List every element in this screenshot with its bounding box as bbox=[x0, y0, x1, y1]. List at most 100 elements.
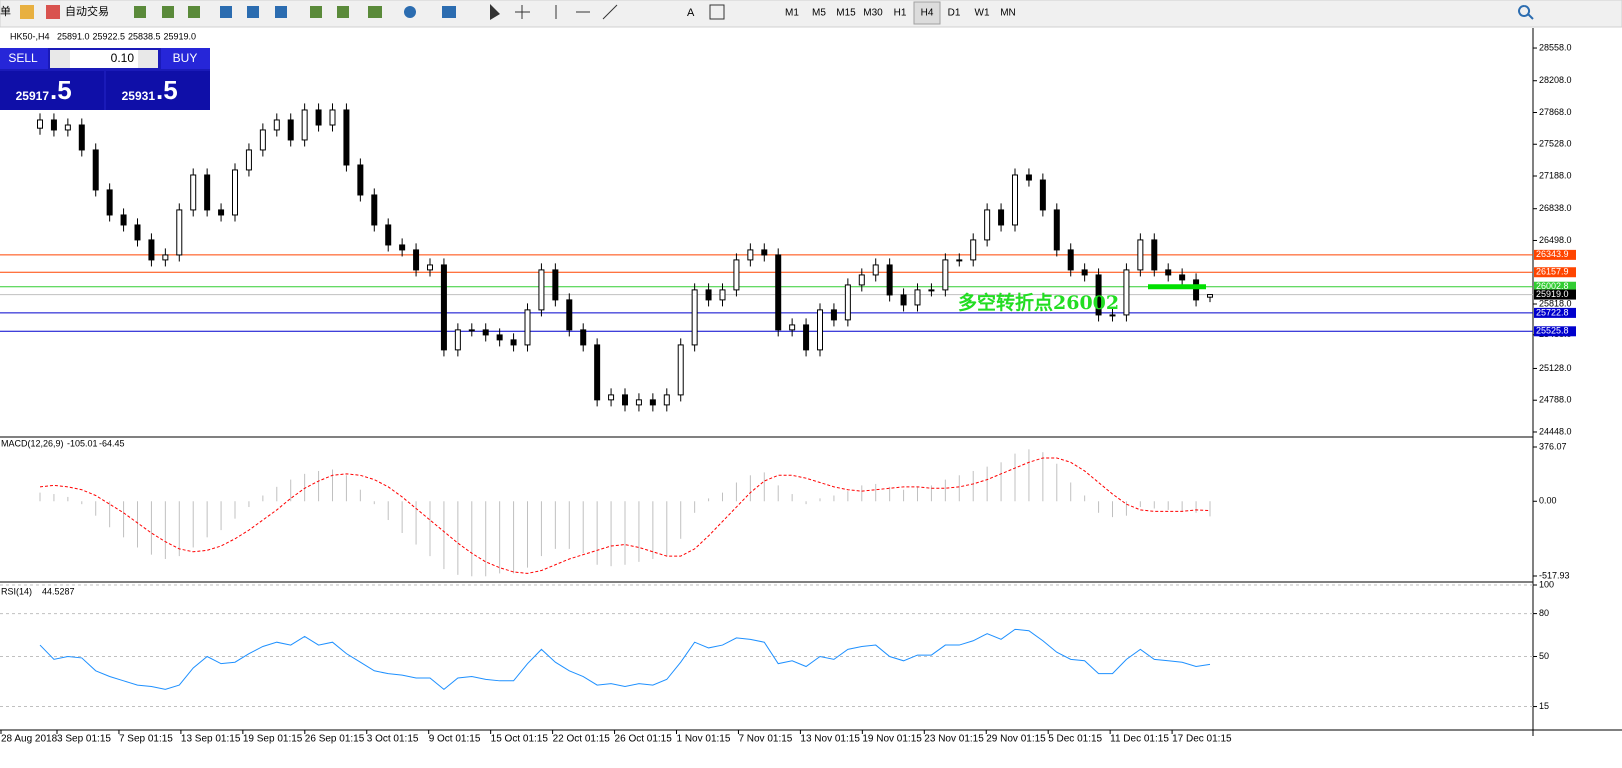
candle-body bbox=[357, 164, 364, 196]
cursor-icon[interactable] bbox=[490, 4, 500, 20]
level-tag bbox=[1534, 249, 1576, 260]
icon[interactable] bbox=[442, 6, 456, 18]
candle-body bbox=[635, 399, 642, 406]
time-label: 11 Dec 01:15 bbox=[1110, 734, 1169, 745]
candle-body bbox=[454, 329, 461, 351]
icon[interactable] bbox=[404, 6, 416, 18]
timeframe[interactable]: M1 bbox=[785, 8, 799, 19]
ask-box[interactable] bbox=[106, 71, 210, 110]
candle-body bbox=[1165, 269, 1172, 276]
y-tick-label: 26838.0 bbox=[1539, 203, 1572, 213]
timeframe[interactable]: H4 bbox=[921, 8, 934, 19]
level-tag bbox=[1534, 307, 1576, 318]
icon[interactable] bbox=[247, 6, 259, 18]
y-tick-label: 24788.0 bbox=[1539, 395, 1572, 405]
time-label: 13 Nov 01:15 bbox=[800, 734, 860, 745]
candle-body bbox=[719, 289, 726, 301]
candle-body bbox=[1095, 274, 1102, 316]
time-label: 13 Sep 01:15 bbox=[181, 734, 241, 745]
level-label: 26157.9 bbox=[1536, 267, 1569, 277]
time-label: 28 Aug 2018 bbox=[1, 734, 58, 745]
level-label: 25722.8 bbox=[1536, 307, 1569, 317]
sell-label[interactable]: SELL bbox=[8, 51, 38, 65]
candle-body bbox=[148, 239, 155, 261]
candle-body bbox=[64, 124, 71, 131]
icon[interactable] bbox=[20, 5, 34, 19]
time-label: 29 Nov 01:15 bbox=[986, 734, 1046, 745]
lots-input[interactable] bbox=[50, 50, 158, 68]
timeframe[interactable]: M15 bbox=[836, 8, 856, 19]
text-tool[interactable]: A bbox=[687, 7, 695, 19]
y-tick-label: 50 bbox=[1539, 651, 1549, 661]
timeframe[interactable]: D1 bbox=[948, 8, 961, 19]
icon[interactable] bbox=[134, 6, 146, 18]
candle-body bbox=[385, 224, 392, 246]
level-tag bbox=[1534, 289, 1576, 300]
candle-body bbox=[120, 214, 127, 226]
icon[interactable] bbox=[220, 6, 232, 18]
lots-value[interactable]: 0.10 bbox=[111, 51, 135, 65]
sell-button[interactable] bbox=[0, 48, 48, 69]
candle-body bbox=[134, 224, 141, 241]
y-tick-label: 24448.0 bbox=[1539, 426, 1572, 436]
time-axis: 28 Aug 2018 3 Sep 01:15 7 Sep 01:15 13 Sep … bbox=[0, 730, 1232, 745]
candle-body bbox=[886, 264, 893, 296]
icon[interactable] bbox=[602, 4, 618, 20]
time-label: 7 Sep 01:15 bbox=[119, 734, 173, 745]
candle-body bbox=[538, 269, 545, 311]
timeframe[interactable]: M5 bbox=[812, 8, 826, 19]
ohlc-label: 25838.5 bbox=[128, 31, 161, 41]
icon[interactable] bbox=[46, 5, 60, 19]
rsi-line bbox=[39, 628, 1211, 691]
lots-up[interactable] bbox=[138, 50, 158, 68]
icon[interactable] bbox=[188, 6, 200, 18]
icon[interactable] bbox=[162, 6, 174, 18]
candle-body bbox=[552, 269, 559, 301]
time-label: 1 Nov 01:15 bbox=[677, 734, 731, 745]
candle-body bbox=[1123, 269, 1130, 316]
icon[interactable] bbox=[337, 6, 349, 18]
candle-body bbox=[1025, 174, 1032, 181]
candle-body bbox=[301, 109, 308, 141]
candle-body bbox=[343, 109, 350, 166]
ohlc-label: 25919.0 bbox=[164, 31, 197, 41]
candle-body bbox=[998, 209, 1005, 226]
candle-body bbox=[566, 299, 573, 331]
auto-trade[interactable]: 自动交易 bbox=[65, 4, 109, 18]
lots-down[interactable] bbox=[50, 50, 70, 68]
icon[interactable] bbox=[310, 6, 322, 18]
candle-body bbox=[50, 119, 57, 131]
level-tag bbox=[1534, 326, 1576, 337]
icon[interactable] bbox=[275, 6, 287, 18]
candle-body bbox=[106, 189, 113, 216]
candle-body bbox=[510, 339, 517, 346]
y-tick-label: 27528.0 bbox=[1539, 139, 1572, 149]
candle-body bbox=[705, 289, 712, 301]
timeframe[interactable]: W1 bbox=[975, 8, 990, 19]
buy-label[interactable]: BUY bbox=[173, 51, 198, 65]
toolbar-item[interactable]: 单 bbox=[0, 5, 11, 18]
ohlc-label: 25891.0 bbox=[57, 31, 90, 41]
icon[interactable] bbox=[368, 6, 382, 18]
candle-body bbox=[1137, 239, 1144, 271]
ask-frac: .5 bbox=[156, 75, 178, 105]
icon[interactable] bbox=[709, 4, 725, 20]
candle-body bbox=[1039, 179, 1046, 211]
buy-button[interactable] bbox=[161, 48, 210, 69]
candle-body bbox=[92, 149, 99, 191]
timeframe[interactable]: MN bbox=[1000, 8, 1016, 19]
candle-body bbox=[427, 264, 433, 271]
candle-body bbox=[1081, 269, 1088, 276]
candle-body bbox=[371, 194, 378, 226]
search-icon[interactable] bbox=[1518, 5, 1534, 20]
bid-main: 25917 bbox=[16, 89, 50, 103]
candle-body bbox=[524, 309, 531, 346]
candle-body bbox=[413, 249, 420, 271]
candle-body bbox=[232, 169, 238, 216]
candle-body bbox=[747, 249, 754, 261]
timeframe[interactable]: M30 bbox=[863, 8, 883, 19]
bid-box[interactable] bbox=[0, 71, 104, 110]
candle-body bbox=[218, 209, 225, 216]
candle-body bbox=[1012, 174, 1018, 226]
timeframe[interactable]: H1 bbox=[894, 8, 907, 19]
